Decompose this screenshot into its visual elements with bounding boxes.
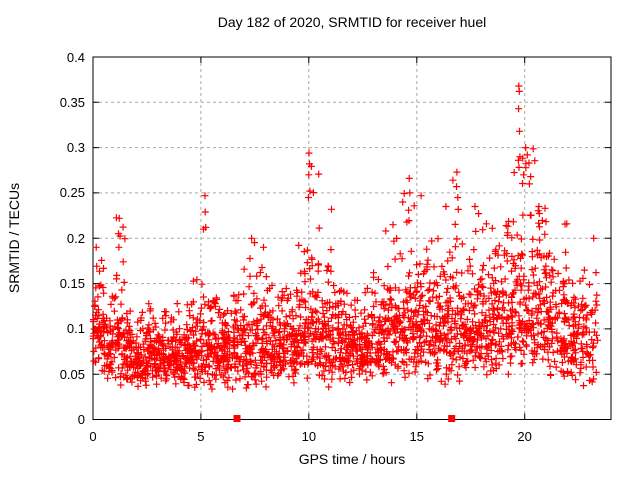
y-tick-label: 0.3 xyxy=(66,140,85,156)
y-tick-label: 0.05 xyxy=(59,366,85,382)
flag-square-marker xyxy=(448,415,456,422)
chart-title: Day 182 of 2020, SRMTID for receiver hue… xyxy=(217,14,487,30)
x-tick-label: 15 xyxy=(409,428,424,444)
y-tick-label: 0 xyxy=(77,412,85,427)
x-axis-label: GPS time / hours xyxy=(298,451,406,467)
y-tick-label: 0.35 xyxy=(59,94,85,110)
y-tick-label: 0.2 xyxy=(66,230,85,246)
axis-ticks xyxy=(92,56,611,420)
flag-square-marker xyxy=(233,415,241,422)
x-tick-label: 20 xyxy=(517,428,532,444)
y-tick-label: 0.1 xyxy=(66,321,85,337)
data-points xyxy=(89,82,602,393)
y-axis-label: SRMTID / TECUs xyxy=(6,182,22,294)
y-tick-label: 0.25 xyxy=(59,185,85,201)
y-tick-label: 0.15 xyxy=(59,276,85,292)
x-tick-label: 10 xyxy=(301,428,317,444)
x-tick-label: 0 xyxy=(89,428,97,444)
x-tick-label: 5 xyxy=(197,428,205,444)
y-tick-label: 0.4 xyxy=(66,49,85,65)
